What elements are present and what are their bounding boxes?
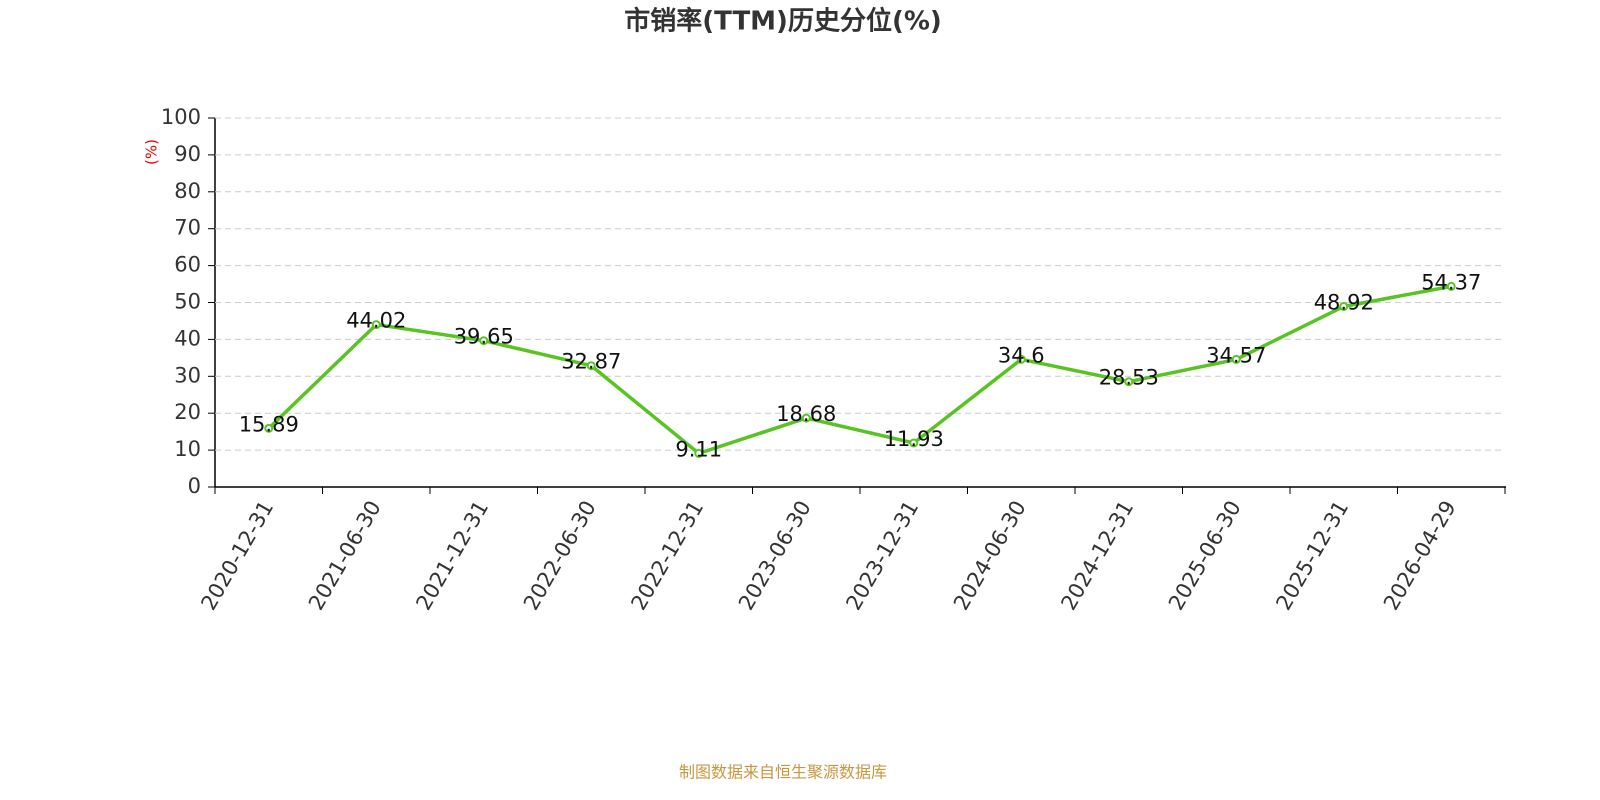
x-tick-label: 2020-12-31 — [196, 497, 278, 615]
data-label: 9.11 — [675, 437, 722, 461]
data-label: 48.92 — [1314, 290, 1374, 314]
x-tick-label: 2024-06-30 — [949, 497, 1031, 615]
point — [479, 336, 489, 346]
data-label: 34.57 — [1206, 343, 1266, 367]
x-tick-label: 2025-06-30 — [1164, 497, 1246, 615]
y-axis-label: (%) — [143, 139, 161, 165]
x-tick-label: 2021-06-30 — [304, 497, 386, 615]
x-tick-label: 2022-12-31 — [626, 497, 708, 615]
y-tick-label: 40 — [174, 326, 201, 350]
source-note: 制图数据来自恒生聚源数据库 — [679, 763, 887, 782]
data-label: 34.6 — [998, 343, 1045, 367]
point — [801, 413, 811, 423]
y-tick-label: 10 — [174, 437, 201, 461]
data-label: 11.93 — [884, 427, 944, 451]
point — [586, 361, 596, 371]
point — [1124, 377, 1134, 387]
point — [264, 423, 274, 433]
point — [1446, 281, 1456, 291]
data-label: 39.65 — [454, 325, 514, 349]
y-tick-label: 100 — [161, 105, 201, 129]
point — [1339, 301, 1349, 311]
x-tick-label: 2023-12-31 — [841, 497, 923, 615]
point — [1016, 354, 1026, 364]
x-tick-label: 2022-06-30 — [519, 497, 601, 615]
y-tick-label: 20 — [174, 400, 201, 424]
line — [267, 284, 1452, 456]
point — [1231, 354, 1241, 364]
y-tick-label: 30 — [174, 363, 201, 387]
x-tick-label: 2024-12-31 — [1056, 497, 1138, 615]
point — [371, 320, 381, 330]
y-tick-label: 50 — [174, 290, 201, 314]
x-tick-label: 2026-04-29 — [1379, 497, 1461, 615]
data-label: 44.02 — [346, 309, 406, 333]
point — [694, 448, 704, 458]
chart-title: 市销率(TTM)历史分位(%) — [624, 6, 942, 37]
data-label: 32.87 — [561, 350, 621, 374]
data-label: 15.89 — [239, 412, 299, 436]
data-label: 28.53 — [1099, 366, 1159, 390]
x-tick-label: 2023-06-30 — [734, 497, 816, 615]
point — [909, 438, 919, 448]
y-tick-label: 80 — [174, 179, 201, 203]
y-tick-label: 0 — [188, 474, 201, 498]
y-tick-label: 70 — [174, 216, 201, 240]
y-tick-label: 90 — [174, 142, 201, 166]
x-tick-label: 2021-12-31 — [411, 497, 493, 615]
data-label: 18.68 — [776, 402, 836, 426]
y-tick-label: 60 — [174, 253, 201, 277]
data-label: 54.37 — [1421, 270, 1481, 294]
x-tick-label: 2025-12-31 — [1271, 497, 1353, 615]
